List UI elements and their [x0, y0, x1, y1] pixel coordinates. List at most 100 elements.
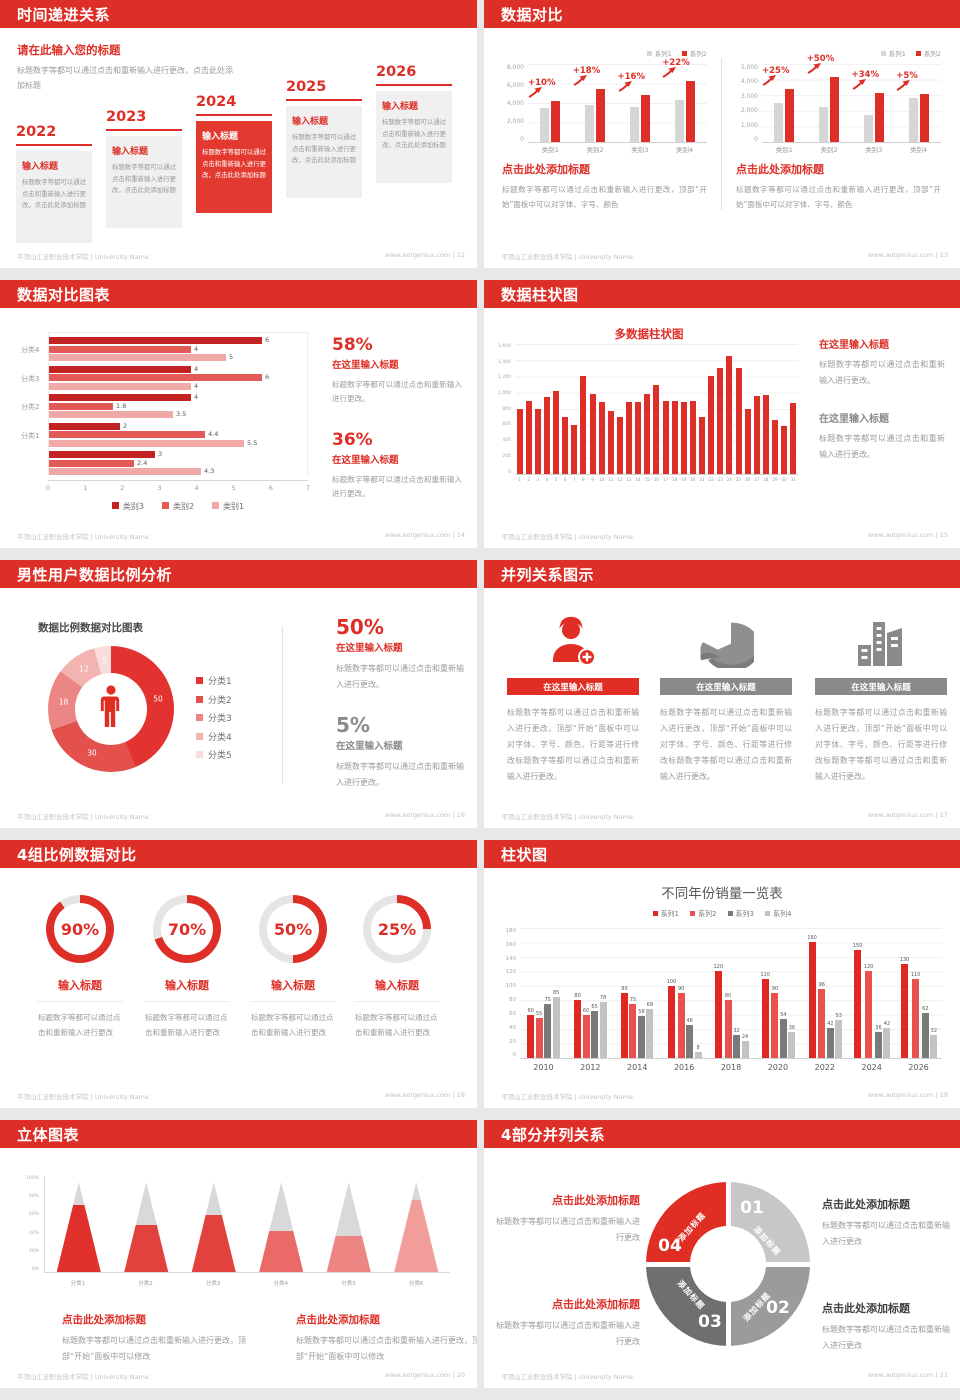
value-label: 4: [194, 364, 199, 373]
x-label: 6: [563, 477, 567, 482]
building-icon: [815, 608, 947, 668]
growth-annotation: +10%: [528, 78, 555, 99]
ring-percent: 90%: [54, 903, 106, 955]
x-label: 2014: [627, 1063, 648, 1072]
plot-area: 分类4 6 4 5 分类3 4 6 4 分类2 4 1.8 3.5 分类1 2 4.4 5.5 3 2.4 4.3: [21, 332, 308, 475]
bar-group: 15: [643, 344, 652, 482]
chart-title: 不同年份销量一览表: [661, 886, 783, 902]
note-text: 标题数字等都可以通过点击和重新输入进行更改。: [819, 434, 945, 459]
bar: [779, 1019, 787, 1058]
panel-heading: 点击此处添加标题: [502, 163, 590, 176]
bar-chart: 1,600 1,400 1,200 1,000 800 600 400 200 0 1 2 3 4 5 6 7…: [498, 344, 798, 482]
intro-block: 请在此输入您的标题 标题数字等都可以通过点击和重新输入进行更改，点击此处添加标题: [17, 42, 237, 94]
legend-swatch: [727, 911, 733, 916]
bar-group: +5% 类别4: [896, 64, 941, 153]
x-label: 21: [699, 477, 705, 482]
step-box: 输入标题 标题数字等都可以通过点击和重新输入进行更改，点击此处添加标题: [16, 151, 92, 243]
plot-area: 1 2 3 4 5 6 7 8 9 10 11 12 13 14 15 16 17 18 19 20 21 22 23 24 2…: [515, 344, 798, 482]
step-box: 输入标题 标题数字等都可以通过点击和重新输入进行更改，点击此处添加标题: [286, 106, 362, 198]
step-box: 输入标题 标题数字等都可以通过点击和重新输入进行更改，点击此处添加标题: [376, 91, 452, 183]
chart-title: 多数据柱状图: [614, 327, 684, 341]
legend-item: 系列1: [652, 909, 679, 919]
slide-14-hbar[interactable]: 数据对比图表 分类4 6 4 5 分类3 4 6 4 分类2 4 1.8 3.5 分类1 2 4.4 5.5 3…: [0, 280, 477, 548]
slide-title: 4组比例数据对比: [17, 845, 137, 864]
x-label: 18: [672, 477, 678, 482]
bar: [646, 1009, 654, 1058]
bar: [818, 989, 826, 1058]
slide-20-cones[interactable]: 立体图表 100% 80% 60% 40% 20% 0% 分类1 分类2 分类3 分类4 分类5 分类…: [0, 1120, 477, 1388]
bar: [901, 964, 909, 1058]
x-label: 2026: [908, 1063, 929, 1072]
slide-19-yearbars[interactable]: 柱状图 不同年份销量一览表 系列1 系列2 系列3 系列4 180 160 140 1…: [484, 840, 960, 1108]
x-label: 2: [527, 477, 530, 482]
stat-block: 50% 在这里输入标题 标题数字等都可以通过点击和重新输入进行更改。: [336, 616, 464, 692]
bar-group: 分类3 4 6 4: [21, 364, 307, 390]
y-axis: 1,600 1,400 1,200 1,000 800 600 400 200 0: [498, 344, 511, 475]
slide-15-multibar[interactable]: 数据柱状图 多数据柱状图 1,600 1,400 1,200 1,000 800 600 4…: [484, 280, 960, 548]
ring-percent: 25%: [371, 903, 423, 955]
bar-group: 分类1 2 4.4 5.5: [21, 422, 307, 447]
bar: [854, 950, 862, 1058]
slide-footer: 平顶山工业职业技术学院 | University Name www.aotgen…: [501, 1371, 948, 1381]
cone: [326, 1182, 371, 1272]
y-axis: 5,000 4,000 3,000 2,000 1,000 0: [740, 64, 758, 143]
bar: [865, 971, 873, 1058]
progress-ring: 50%: [259, 895, 327, 963]
bar: [607, 411, 614, 474]
slide-18-rings[interactable]: 4组比例数据对比 90% 输入标题 标题数字等都可以通过点击和重新输入进行更改 …: [0, 840, 477, 1108]
stat-heading: 在这里输入标题: [332, 359, 399, 371]
value-label: 4: [194, 344, 199, 353]
legend-series1: 系列1: [880, 48, 906, 58]
cycle-caption-left-bottom: 点击此处添加标题 标题数字等都可以通过点击和重新输入进行更改: [492, 1296, 640, 1349]
footer-org: 平顶山工业职业技术学院 | University Name: [17, 1093, 149, 1101]
slide-title: 数据柱状图: [501, 285, 579, 304]
x-label: 类别2: [820, 145, 838, 154]
bar-group: 24: [725, 344, 734, 482]
slide-21-cycle[interactable]: 4部分并列关系 点击此处添加标题 标题数字等都可以通过点击和重新输入进行更改 点…: [484, 1120, 960, 1388]
step-year: 2023: [106, 109, 182, 131]
bar: [49, 345, 191, 353]
slide-17-parallel[interactable]: 并列关系图示 在这里输入标题 标题数字等都可以通过点击和重新输入进行更改，顶部“…: [484, 560, 960, 828]
bar: [808, 942, 816, 1058]
step-text: 标题数字等都可以通过点击和重新输入进行更改，点击此处添加标题: [382, 118, 446, 150]
x-label: 16: [653, 477, 659, 482]
bar: [699, 417, 706, 474]
bar: [551, 101, 561, 142]
slice-value: 30: [87, 748, 97, 758]
donut-legend: 分类1 分类2 分类3 分类4 分类5: [196, 674, 232, 767]
footer-org: 平顶山工业职业技术学院 | University Name: [17, 813, 149, 821]
y-axis: 100% 80% 60% 40% 20% 0%: [26, 1176, 39, 1272]
horizontal-bar-chart: 分类4 6 4 5 分类3 4 6 4 分类2 4 1.8 3.5 分类1 2 4.4 5.5 3 2.4 4.3 0…: [20, 332, 310, 512]
value-label: 2.4: [137, 458, 148, 467]
bar-group: 7: [570, 344, 579, 482]
bar: [49, 382, 191, 390]
bar: [585, 105, 595, 142]
bar: [761, 979, 769, 1058]
slide-13-data-compare[interactable]: 数据对比 系列1 系列2 8,000 6,000 4,000 2,000 0 +10% 类别…: [484, 0, 960, 268]
stat-heading: 在这里输入标题: [332, 454, 399, 466]
value-label: 6: [265, 373, 270, 382]
slide-16-donut[interactable]: 男性用户数据比例分析 数据比例数据对比图表 50 30 18 12 5 分类1 分类2 …: [0, 560, 477, 828]
x-label: 4: [545, 477, 549, 482]
x-label: 25: [736, 477, 742, 482]
legend-series1: 系列1: [646, 48, 672, 58]
stat-text: 标题数字等都可以通过点击和重新输入进行更改。: [332, 474, 462, 499]
column-text: 标题数字等都可以通过点击和重新输入进行更改，顶部“开始”面板中可以对字体、字号、…: [660, 708, 792, 781]
slide-header: 男性用户数据比例分析: [0, 560, 477, 588]
x-label: 22: [708, 477, 714, 482]
bar: [591, 1011, 599, 1058]
x-label: 13: [626, 477, 632, 482]
legend-swatch: [196, 695, 203, 703]
ring-item-3: 50% 输入标题 标题数字等都可以通过点击和重新输入进行更改: [245, 895, 341, 1041]
bar: [49, 459, 134, 467]
bar: [724, 1000, 732, 1058]
note-heading: 在这里输入标题: [819, 340, 889, 351]
bar: [516, 409, 523, 474]
nurse-plus-icon: [507, 608, 639, 668]
cycle-caption-right-bottom: 点击此处添加标题 标题数字等都可以通过点击和重新输入进行更改: [822, 1300, 954, 1353]
value-label: 4: [194, 393, 199, 402]
slice-value: 5: [102, 656, 107, 666]
caption-block: 点击此处添加标题 标题数字等都可以通过点击和重新输入进行更改，顶部“开始”面板中…: [296, 1312, 477, 1364]
arrow-icon: [573, 75, 587, 86]
slide-12-timeline[interactable]: 时间递进关系 请在此输入您的标题 标题数字等都可以通过点击和重新输入进行更改，点…: [0, 0, 477, 268]
